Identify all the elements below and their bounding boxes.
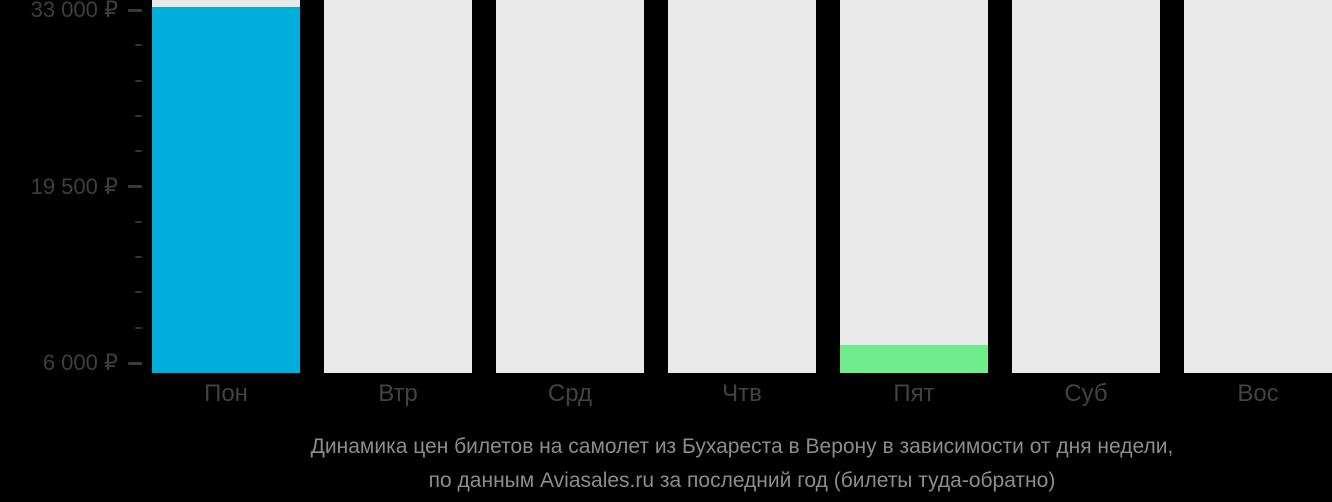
day-label: Суб xyxy=(1064,380,1108,407)
y-tick-label: 33 000 ₽ xyxy=(30,0,118,22)
day-label: Чтв xyxy=(722,380,762,407)
bar-placeholder xyxy=(1012,0,1160,373)
caption-line-2: по данным Aviasales.ru за последний год … xyxy=(428,469,1056,492)
y-tick-minor xyxy=(135,256,142,259)
bar-placeholder xyxy=(1184,0,1332,373)
y-tick-major xyxy=(128,361,142,365)
bar-column xyxy=(1184,0,1332,373)
y-tick-minor xyxy=(135,114,142,117)
y-tick-major xyxy=(128,185,142,188)
bar-placeholder xyxy=(324,0,472,373)
y-tick-major xyxy=(128,8,142,12)
chart-caption: Динамика цен билетов на самолет из Бухар… xyxy=(152,430,1332,498)
y-tick-minor xyxy=(135,326,142,329)
bar-column xyxy=(1012,0,1160,373)
bar-placeholder xyxy=(668,0,816,373)
bar-column xyxy=(496,0,644,373)
bar-column xyxy=(152,0,300,373)
y-axis: 33 000 ₽ 19 500 ₽ 6 000 ₽ xyxy=(0,0,152,375)
day-label: Пят xyxy=(893,380,935,407)
y-tick-minor xyxy=(135,44,142,47)
bar-column xyxy=(324,0,472,373)
plot-area xyxy=(152,0,1332,373)
day-label: Втр xyxy=(378,380,418,407)
y-tick-label: 6 000 ₽ xyxy=(42,350,118,375)
bar-value xyxy=(840,344,988,373)
y-tick-label: 19 500 ₽ xyxy=(30,173,118,199)
day-label: Вос xyxy=(1237,380,1279,407)
y-tick-minor xyxy=(135,150,142,153)
bar-value xyxy=(152,7,300,373)
bar-column xyxy=(668,0,816,373)
y-tick-minor xyxy=(135,79,142,82)
bar-placeholder xyxy=(496,0,644,373)
y-tick-minor xyxy=(135,291,142,294)
y-tick-minor xyxy=(135,220,142,223)
day-label: Пон xyxy=(204,380,248,407)
bar-placeholder xyxy=(840,0,988,373)
caption-line-1: Динамика цен билетов на самолет из Бухар… xyxy=(310,435,1174,458)
bar-column xyxy=(840,0,988,373)
day-label: Срд xyxy=(547,380,593,407)
x-axis-day-labels: Пон Втр Срд Чтв Пят Суб Вос xyxy=(152,380,1332,408)
